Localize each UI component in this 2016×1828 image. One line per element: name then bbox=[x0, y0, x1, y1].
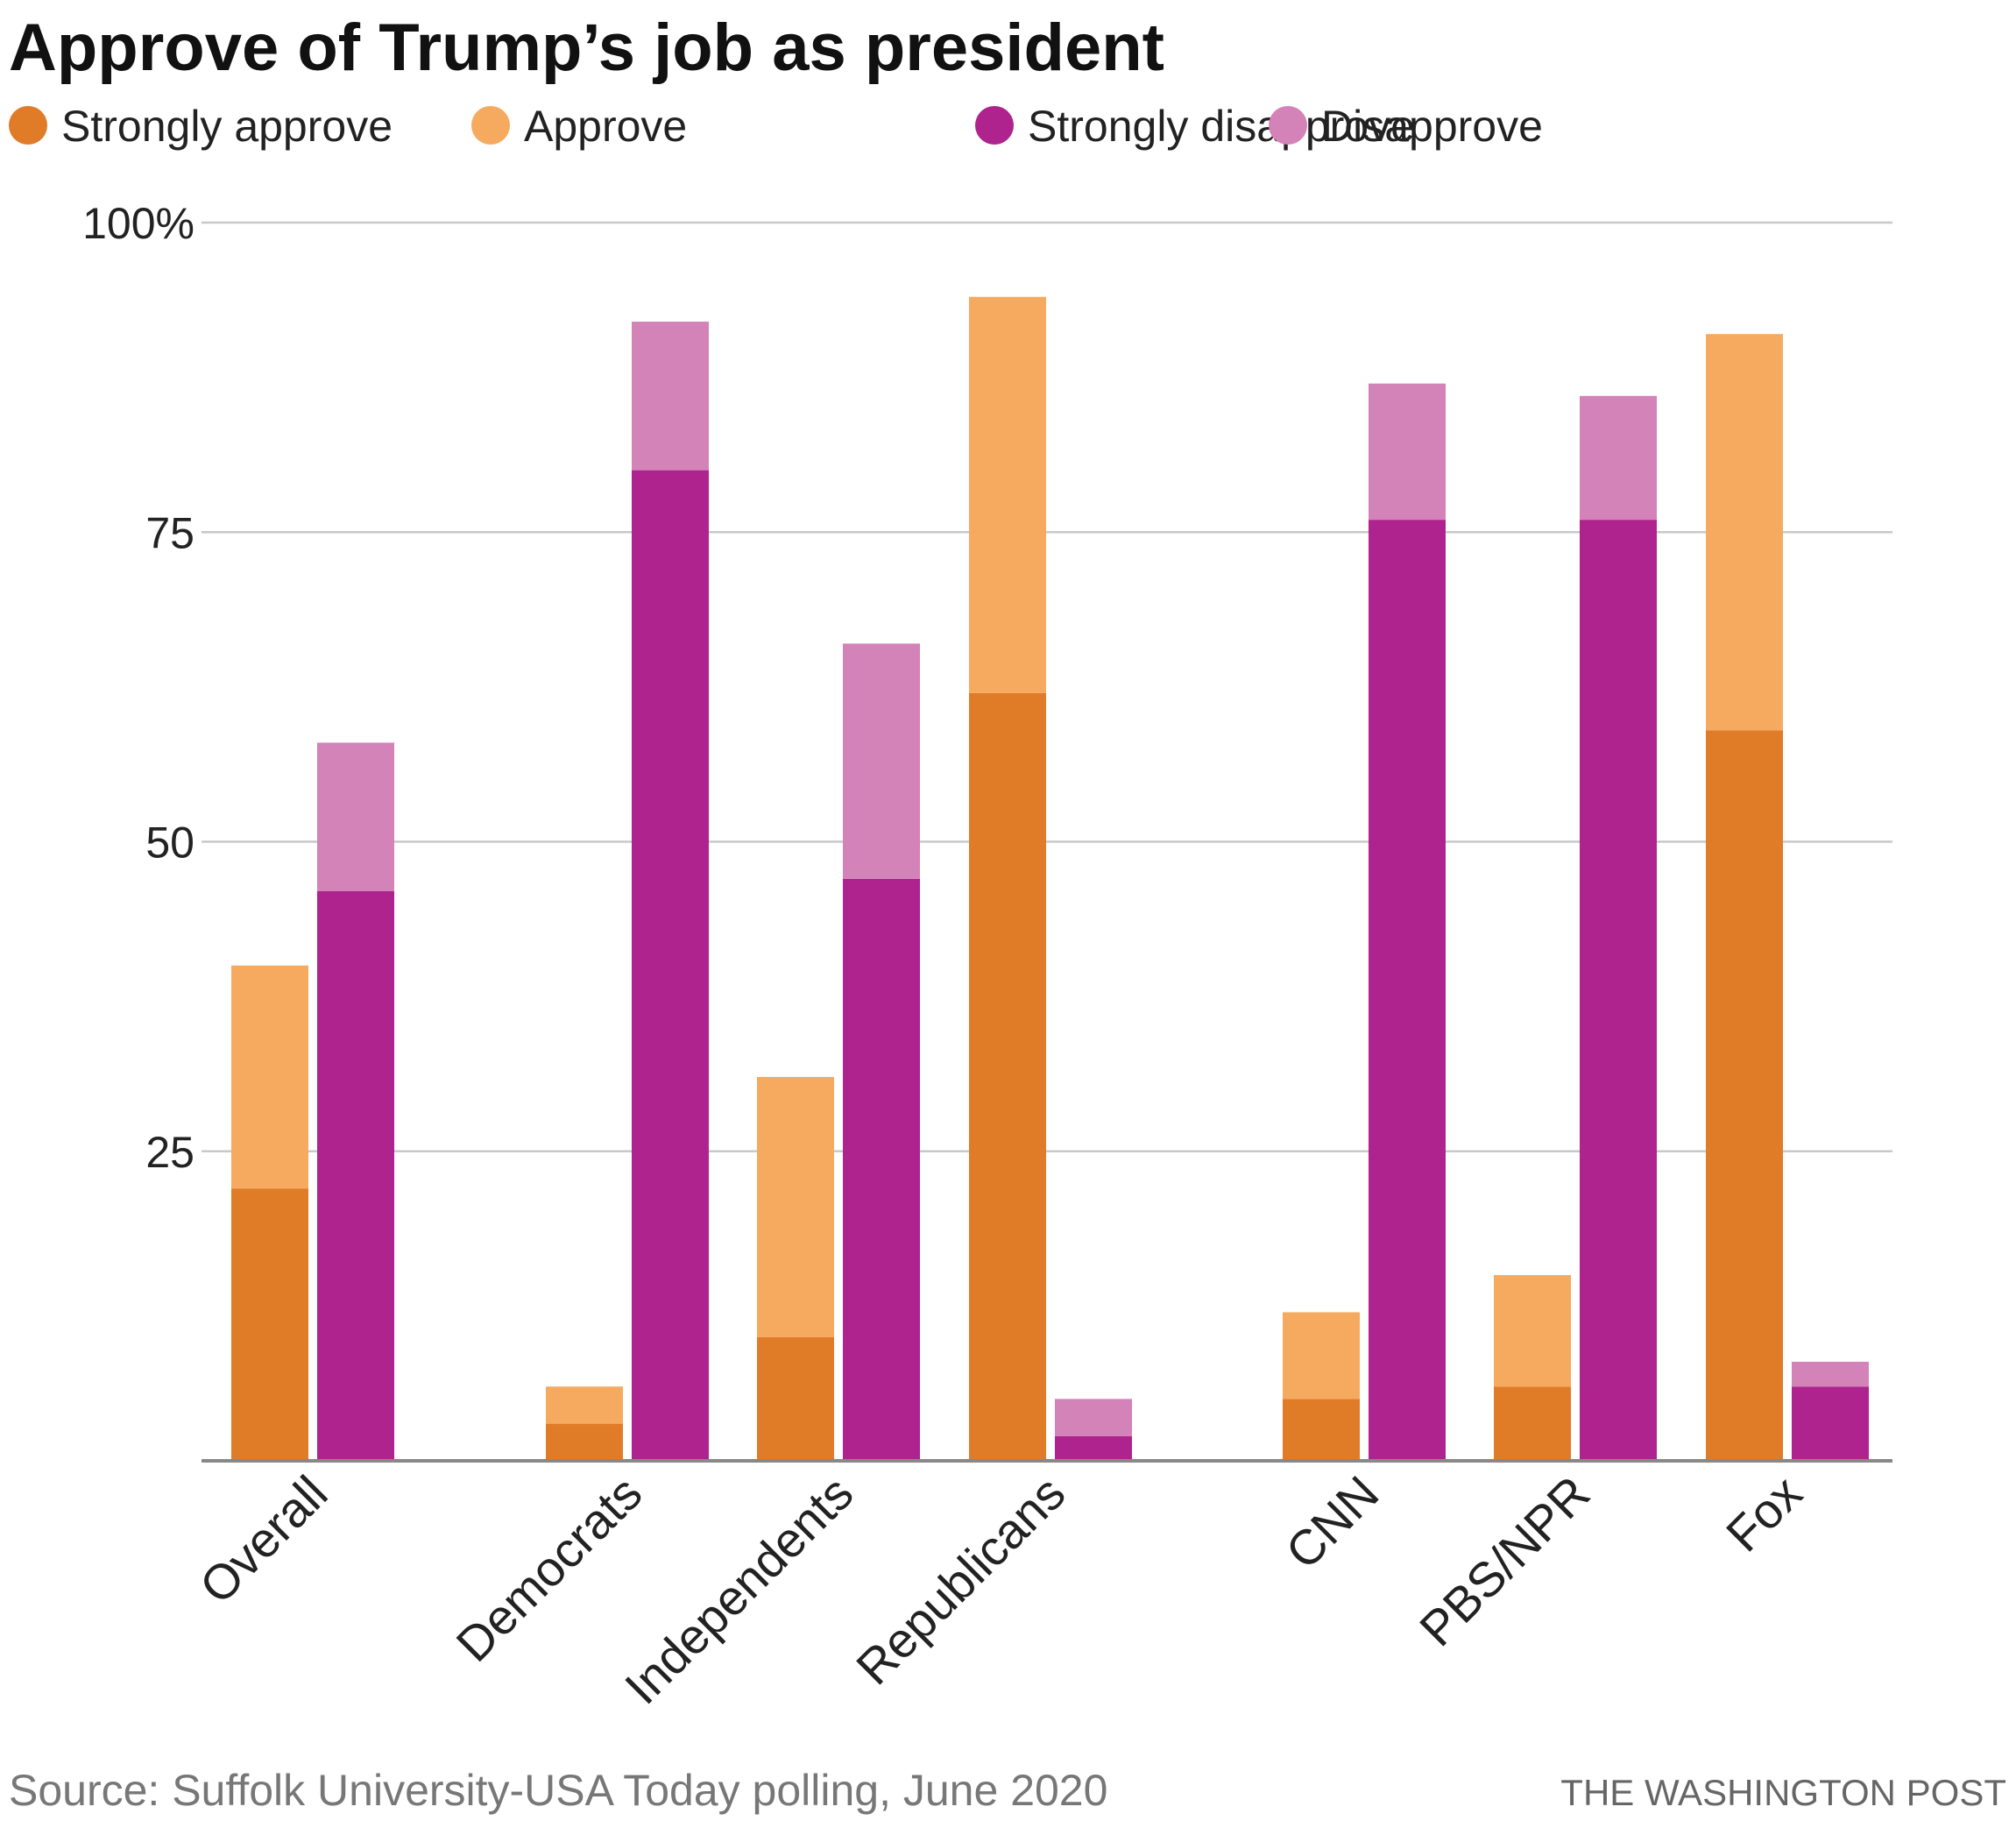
y-tick-label: 25 bbox=[145, 1128, 195, 1177]
legend-item: Disapprove bbox=[1269, 102, 1543, 151]
bar-segment bbox=[1283, 1312, 1360, 1399]
category-group bbox=[546, 322, 709, 1461]
chart-title: Approve of Trump’s job as president bbox=[9, 11, 1164, 85]
y-tick-label: 50 bbox=[145, 818, 195, 868]
x-tick-label: Fox bbox=[1715, 1465, 1813, 1562]
source-note: Source: Suffolk University-USA Today pol… bbox=[9, 1766, 1107, 1815]
bar-segment bbox=[1494, 1386, 1571, 1461]
legend-item: Strongly disapprove bbox=[975, 102, 1415, 151]
bar-segment bbox=[1055, 1399, 1132, 1436]
legend-swatch bbox=[1269, 106, 1307, 145]
y-tick-label: 75 bbox=[145, 508, 195, 557]
y-tick-label: 100% bbox=[82, 199, 195, 248]
bar-segment bbox=[1706, 334, 1783, 731]
bar-segment bbox=[969, 692, 1046, 1461]
category-group bbox=[231, 742, 394, 1461]
bar-segment bbox=[1580, 520, 1657, 1461]
bar-segment bbox=[317, 742, 394, 892]
x-tick-label: Democrats bbox=[445, 1465, 652, 1672]
legend-label: Approve bbox=[524, 102, 687, 151]
category-group bbox=[757, 643, 920, 1461]
credit: THE WASHINGTON POST bbox=[1560, 1772, 2006, 1813]
bar-segment bbox=[757, 1336, 834, 1461]
bar-segment bbox=[1494, 1275, 1571, 1387]
legend-swatch bbox=[975, 106, 1014, 145]
bar-segment bbox=[231, 1188, 308, 1461]
bar-segment bbox=[546, 1423, 623, 1461]
legend-item: Strongly approve bbox=[9, 102, 393, 151]
x-tick-label: Overall bbox=[189, 1465, 338, 1614]
category-group bbox=[1706, 334, 1869, 1461]
bar-segment bbox=[1792, 1361, 1869, 1387]
bar-segment bbox=[969, 296, 1046, 693]
bars bbox=[231, 296, 1869, 1461]
bar-segment bbox=[546, 1386, 623, 1424]
x-tick-label: PBS/NPR bbox=[1409, 1465, 1600, 1656]
category-group bbox=[969, 296, 1132, 1461]
category-group bbox=[1494, 395, 1657, 1461]
legend-label: Disapprove bbox=[1321, 102, 1543, 151]
legend-label: Strongly approve bbox=[61, 102, 393, 151]
legend-label: Strongly disapprove bbox=[1028, 102, 1415, 151]
category-group bbox=[1283, 383, 1446, 1461]
x-tick-label: CNN bbox=[1275, 1465, 1389, 1579]
x-tick-label: Republicans bbox=[845, 1465, 1075, 1695]
bar-segment bbox=[1055, 1435, 1132, 1461]
bar-segment bbox=[1792, 1386, 1869, 1461]
legend-swatch bbox=[9, 106, 47, 145]
legend-swatch bbox=[471, 106, 510, 145]
bar-segment bbox=[1283, 1399, 1360, 1461]
bar-segment bbox=[843, 643, 920, 879]
legend-item: Approve bbox=[471, 102, 687, 151]
bar-segment bbox=[1580, 395, 1657, 521]
bar-segment bbox=[231, 965, 308, 1189]
bar-segment bbox=[632, 470, 709, 1461]
legend: Strongly approve Approve Strongly disappro… bbox=[9, 102, 1543, 151]
bar-segment bbox=[1706, 730, 1783, 1461]
bar-segment bbox=[317, 891, 394, 1461]
x-tick-label: Independents bbox=[614, 1465, 864, 1715]
bar-segment bbox=[1369, 383, 1446, 521]
bar-segment bbox=[757, 1076, 834, 1337]
bar-segment bbox=[1369, 520, 1446, 1461]
gridlines: 100% 75 50 25 bbox=[82, 199, 1892, 1177]
bar-segment bbox=[843, 878, 920, 1461]
bar-segment bbox=[632, 322, 709, 471]
